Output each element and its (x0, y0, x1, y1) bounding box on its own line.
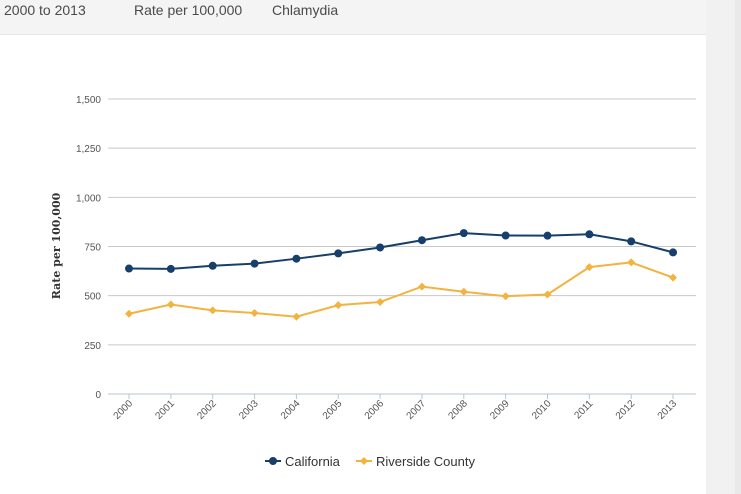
data-point[interactable] (501, 292, 510, 301)
y-tick-label: 750 (84, 243, 101, 254)
data-point[interactable] (417, 282, 426, 291)
x-tick-label: 2010 (530, 398, 554, 422)
legend-label: California (285, 454, 341, 469)
legend-label: Riverside County (376, 454, 475, 469)
data-point[interactable] (292, 312, 301, 321)
data-point[interactable] (627, 258, 636, 267)
data-point[interactable] (125, 309, 133, 318)
grid-lines (108, 98, 696, 346)
x-tick-label: 2011 (572, 398, 595, 421)
data-point[interactable] (208, 306, 217, 315)
series-riverside-county (125, 258, 678, 321)
data-point[interactable] (166, 300, 175, 309)
data-point[interactable] (543, 290, 552, 299)
x-tick-label: 2005 (321, 398, 345, 422)
y-axis-ticks: 0 250 500 750 1,000 1,250 1,500 (76, 95, 101, 401)
data-point[interactable] (376, 297, 385, 306)
series-group (125, 229, 678, 321)
data-point[interactable] (627, 237, 636, 246)
x-tick-label: 2004 (279, 398, 303, 422)
data-point[interactable] (669, 248, 678, 257)
series-california (125, 229, 678, 273)
filter-date-range[interactable]: 2000 to 2013 (4, 2, 86, 18)
x-tick-label: 2000 (112, 398, 136, 422)
legend-item-california[interactable]: California (265, 454, 341, 469)
x-tick-label: 2006 (363, 398, 387, 422)
data-point[interactable] (250, 308, 259, 317)
y-tick-label: 0 (95, 390, 101, 401)
x-tick-label: 2008 (446, 398, 470, 422)
series-line (128, 232, 674, 270)
filter-measure[interactable]: Rate per 100,000 (134, 2, 243, 18)
legend-item-riverside-county[interactable]: Riverside County (356, 454, 475, 469)
data-point[interactable] (166, 264, 175, 273)
legend: California Riverside County (265, 454, 475, 469)
data-point[interactable] (417, 236, 426, 245)
data-point[interactable] (334, 301, 343, 310)
data-point[interactable] (208, 261, 217, 270)
x-tick-label: 2009 (488, 398, 512, 422)
x-tick-label: 2001 (153, 398, 177, 422)
x-tick-label: 2002 (195, 398, 219, 422)
y-tick-label: 1,500 (76, 95, 101, 106)
series-line (128, 261, 674, 318)
data-point[interactable] (501, 231, 510, 240)
data-point[interactable] (376, 243, 385, 252)
data-point[interactable] (125, 264, 133, 273)
scrollbar[interactable] (735, 0, 741, 494)
data-point[interactable] (459, 229, 468, 238)
y-tick-label: 1,250 (76, 144, 101, 155)
x-tick-label: 2013 (656, 398, 680, 422)
data-point[interactable] (669, 273, 678, 282)
data-point[interactable] (585, 263, 594, 272)
data-point[interactable] (334, 249, 343, 258)
data-point[interactable] (250, 259, 259, 268)
y-tick-label: 250 (84, 341, 101, 352)
x-tick-label: 2003 (237, 398, 261, 422)
filter-bar: 2000 to 2013 Rate per 100,000 Chlamydia (0, 0, 706, 35)
y-axis-label: Rate per 100,000 (50, 192, 63, 299)
data-point[interactable] (459, 287, 468, 296)
x-axis: 2000 2001 2002 2003 2004 2005 2006 2007 2008 2009… (108, 393, 696, 422)
data-point[interactable] (292, 254, 301, 263)
x-tick-label: 2012 (614, 398, 638, 422)
data-point[interactable] (585, 230, 594, 239)
legend-marker (360, 457, 368, 465)
legend-marker (269, 457, 277, 465)
filter-disease[interactable]: Chlamydia (272, 2, 339, 18)
y-tick-label: 500 (84, 292, 101, 303)
x-tick-label: 2007 (405, 398, 429, 422)
data-point[interactable] (543, 231, 552, 240)
y-tick-label: 1,000 (76, 193, 101, 204)
